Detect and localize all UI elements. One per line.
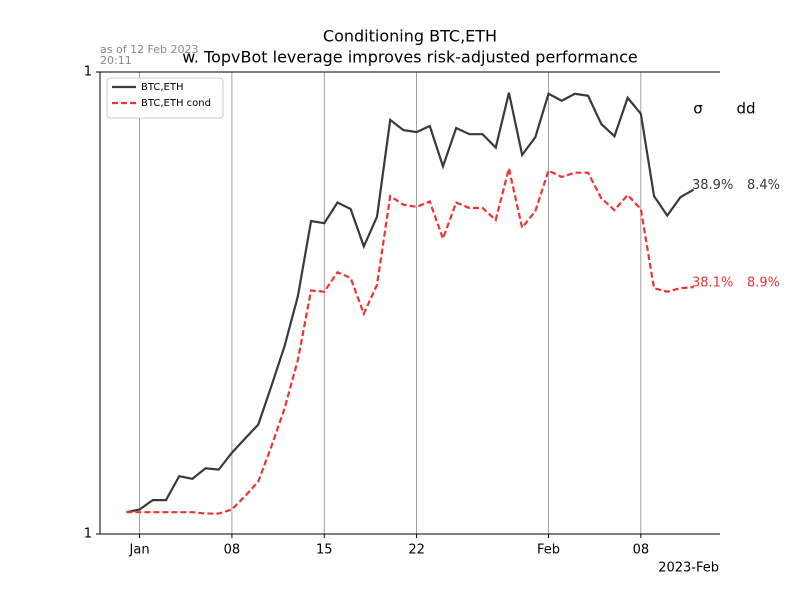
x-tick-label: 15	[316, 543, 333, 558]
series-line	[126, 92, 695, 514]
x-tick-label: Feb	[537, 543, 560, 558]
x-offset-label: 2023-Feb	[658, 561, 719, 576]
y-tick-label: 1	[84, 527, 92, 542]
x-tick-label: 08	[224, 543, 241, 558]
stat-value: 8.9%	[747, 276, 780, 291]
legend-label: BTC,ETH	[141, 82, 184, 93]
stat-value: 8.4%	[747, 178, 780, 193]
stamp-time: 20:11	[100, 54, 132, 67]
stamp-date: as of 12 Feb 2023	[100, 43, 199, 56]
y-tick-label: 1	[84, 65, 92, 80]
stat-value: 38.1%	[692, 276, 733, 291]
x-tick-label: Jan	[129, 543, 150, 558]
x-tick-label: 22	[408, 543, 425, 558]
chart-title: Conditioning BTC,ETH	[323, 27, 497, 46]
chart-subtitle: w. TopvBot leverage improves risk-adjust…	[182, 48, 638, 67]
legend-label: BTC,ETH cond	[141, 98, 211, 109]
series-line	[126, 168, 694, 515]
x-tick-label: 08	[633, 543, 650, 558]
stats-header: dd	[736, 100, 755, 118]
stats-header: σ	[693, 100, 703, 118]
stat-value: 38.9%	[692, 178, 733, 193]
